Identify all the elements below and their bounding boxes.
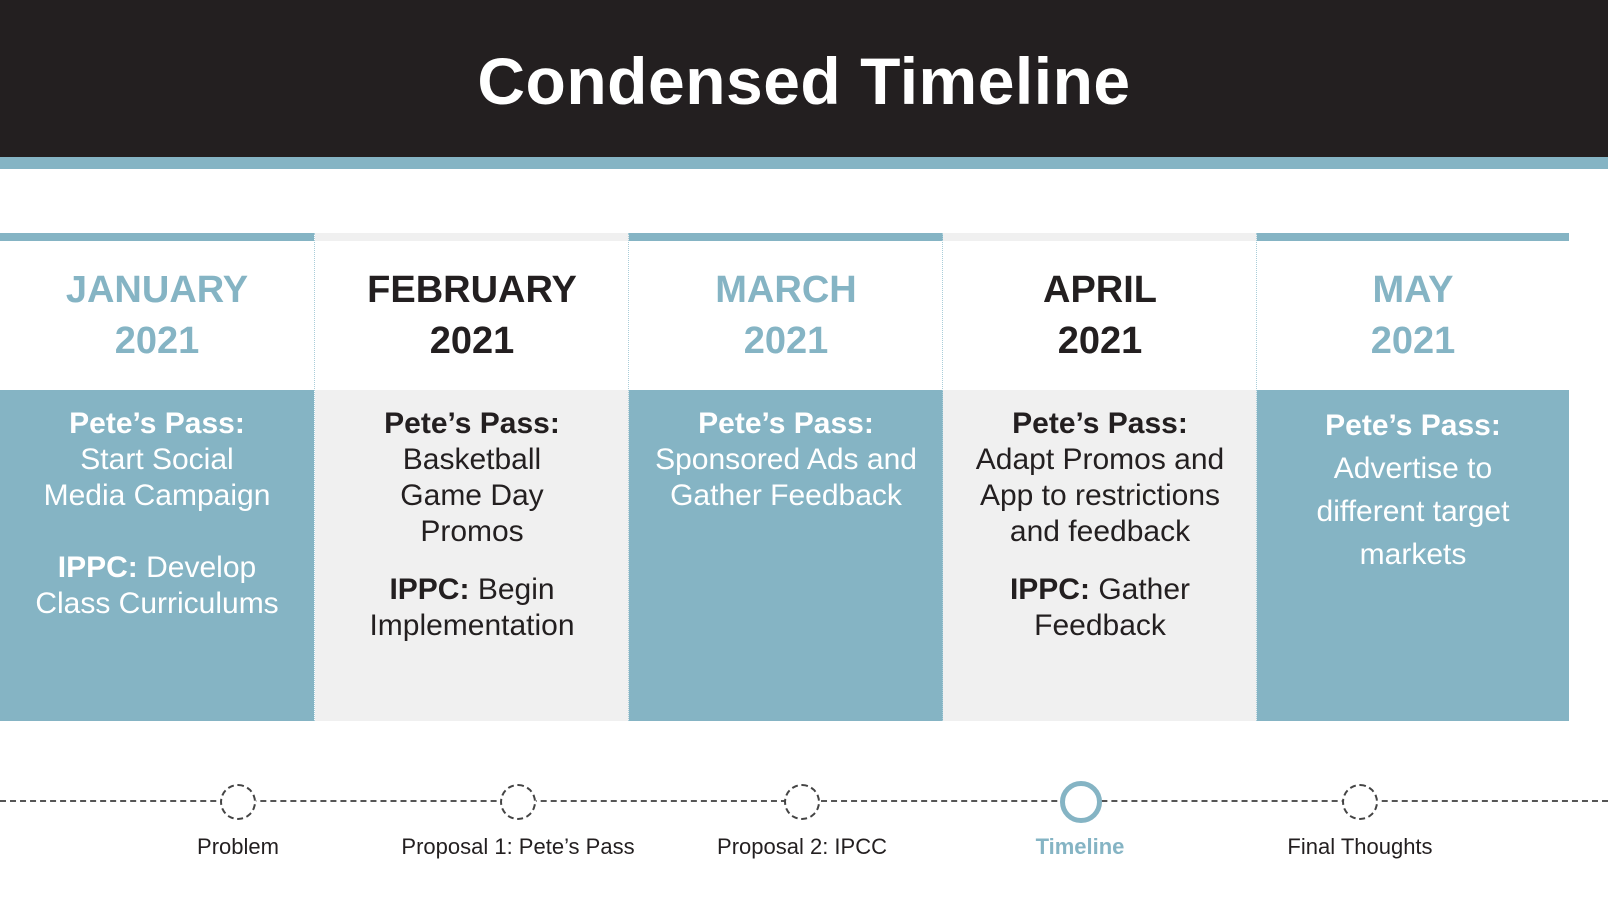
month-heading: APRIL 2021 bbox=[943, 241, 1257, 390]
header-accent-stripe bbox=[0, 157, 1608, 169]
nav-label[interactable]: Problem bbox=[197, 834, 279, 859]
month-heading: JANUARY 2021 bbox=[0, 241, 314, 390]
nav-label[interactable]: Proposal 2: IPCC bbox=[717, 834, 887, 859]
month-name: MAY bbox=[1372, 268, 1454, 311]
month-year: 2021 bbox=[114, 319, 200, 362]
section-navigation: Problem Proposal 1: Pete’s Pass Proposal… bbox=[0, 760, 1608, 880]
ippc-line: IPPC: Develop Class Curriculums bbox=[0, 550, 314, 622]
petes-pass-text: Advertise to different target markets bbox=[1316, 452, 1510, 571]
ippc-label: IPPC: bbox=[57, 551, 138, 584]
milestone-panel: Pete’s Pass: Adapt Promos and App to res… bbox=[943, 390, 1257, 721]
milestone-panel: Pete’s Pass: Sponsored Ads and Gather Fe… bbox=[629, 390, 943, 721]
nav-dot-icon[interactable] bbox=[784, 784, 820, 820]
title-banner: Condensed Timeline bbox=[0, 0, 1608, 157]
ippc-label: IPPC: bbox=[389, 573, 470, 606]
nav-dot-icon[interactable] bbox=[1342, 784, 1378, 820]
petes-pass-text: Basketball Game Day Promos bbox=[400, 443, 544, 548]
petes-pass-label: Pete’s Pass: bbox=[1012, 407, 1188, 440]
petes-pass-label: Pete’s Pass: bbox=[1325, 409, 1501, 442]
petes-pass-text: Start Social Media Campaign bbox=[43, 443, 271, 512]
timeline-column-february: FEBRUARY 2021 Pete’s Pass: Basketball Ga… bbox=[314, 233, 629, 721]
column-top-bar bbox=[315, 233, 629, 241]
nav-label[interactable]: Proposal 1: Pete’s Pass bbox=[401, 834, 635, 859]
petes-pass-label: Pete’s Pass: bbox=[698, 407, 874, 440]
month-name: FEBRUARY bbox=[367, 268, 577, 311]
ippc-text: Gather Feedback bbox=[1034, 573, 1191, 642]
month-year: 2021 bbox=[743, 319, 829, 362]
ippc-label: IPPC: bbox=[1009, 573, 1090, 606]
petes-pass-label: Pete’s Pass: bbox=[384, 407, 560, 440]
petes-pass-text: Adapt Promos and App to restrictions and… bbox=[975, 443, 1225, 548]
milestone-panel: Pete’s Pass: Advertise to different targ… bbox=[1257, 390, 1569, 721]
ippc-line: IPPC: Gather Feedback bbox=[943, 572, 1257, 644]
timeline-column-may: MAY 2021 Pete’s Pass: Advertise to diffe… bbox=[1256, 233, 1569, 721]
ippc-text: Begin Implementation bbox=[369, 573, 575, 642]
timeline-column-april: APRIL 2021 Pete’s Pass: Adapt Promos and… bbox=[942, 233, 1257, 721]
month-heading: MAY 2021 bbox=[1257, 241, 1569, 390]
month-year: 2021 bbox=[429, 319, 515, 362]
page-title: Condensed Timeline bbox=[477, 43, 1131, 118]
milestone-panel: Pete’s Pass: Basketball Game Day Promos … bbox=[315, 390, 629, 721]
column-top-bar bbox=[0, 233, 314, 241]
nav-label-active[interactable]: Timeline bbox=[1035, 834, 1125, 859]
column-top-bar bbox=[1257, 233, 1569, 241]
nav-dot-active-icon[interactable] bbox=[1060, 781, 1102, 823]
month-heading: FEBRUARY 2021 bbox=[315, 241, 629, 390]
ippc-line: IPPC: Begin Implementation bbox=[315, 572, 629, 644]
column-top-bar bbox=[943, 233, 1257, 241]
month-heading: MARCH 2021 bbox=[629, 241, 943, 390]
petes-pass-label: Pete’s Pass: bbox=[69, 407, 245, 440]
month-year: 2021 bbox=[1057, 319, 1143, 362]
month-name: MARCH bbox=[715, 268, 857, 311]
timeline-column-january: JANUARY 2021 Pete’s Pass: Start Social M… bbox=[0, 233, 314, 721]
month-name: APRIL bbox=[1043, 268, 1157, 311]
month-year: 2021 bbox=[1370, 319, 1456, 362]
ippc-text: Develop Class Curriculums bbox=[35, 551, 279, 620]
nav-label[interactable]: Final Thoughts bbox=[1287, 834, 1433, 859]
timeline-columns: JANUARY 2021 Pete’s Pass: Start Social M… bbox=[0, 233, 1608, 721]
petes-pass-text: Sponsored Ads and Gather Feedback bbox=[655, 443, 917, 512]
column-top-bar bbox=[629, 233, 943, 241]
nav-dot-icon[interactable] bbox=[500, 784, 536, 820]
timeline-column-march: MARCH 2021 Pete’s Pass: Sponsored Ads an… bbox=[628, 233, 943, 721]
month-name: JANUARY bbox=[65, 268, 249, 311]
nav-dot-icon[interactable] bbox=[220, 784, 256, 820]
milestone-panel: Pete’s Pass: Start Social Media Campaign… bbox=[0, 390, 314, 721]
